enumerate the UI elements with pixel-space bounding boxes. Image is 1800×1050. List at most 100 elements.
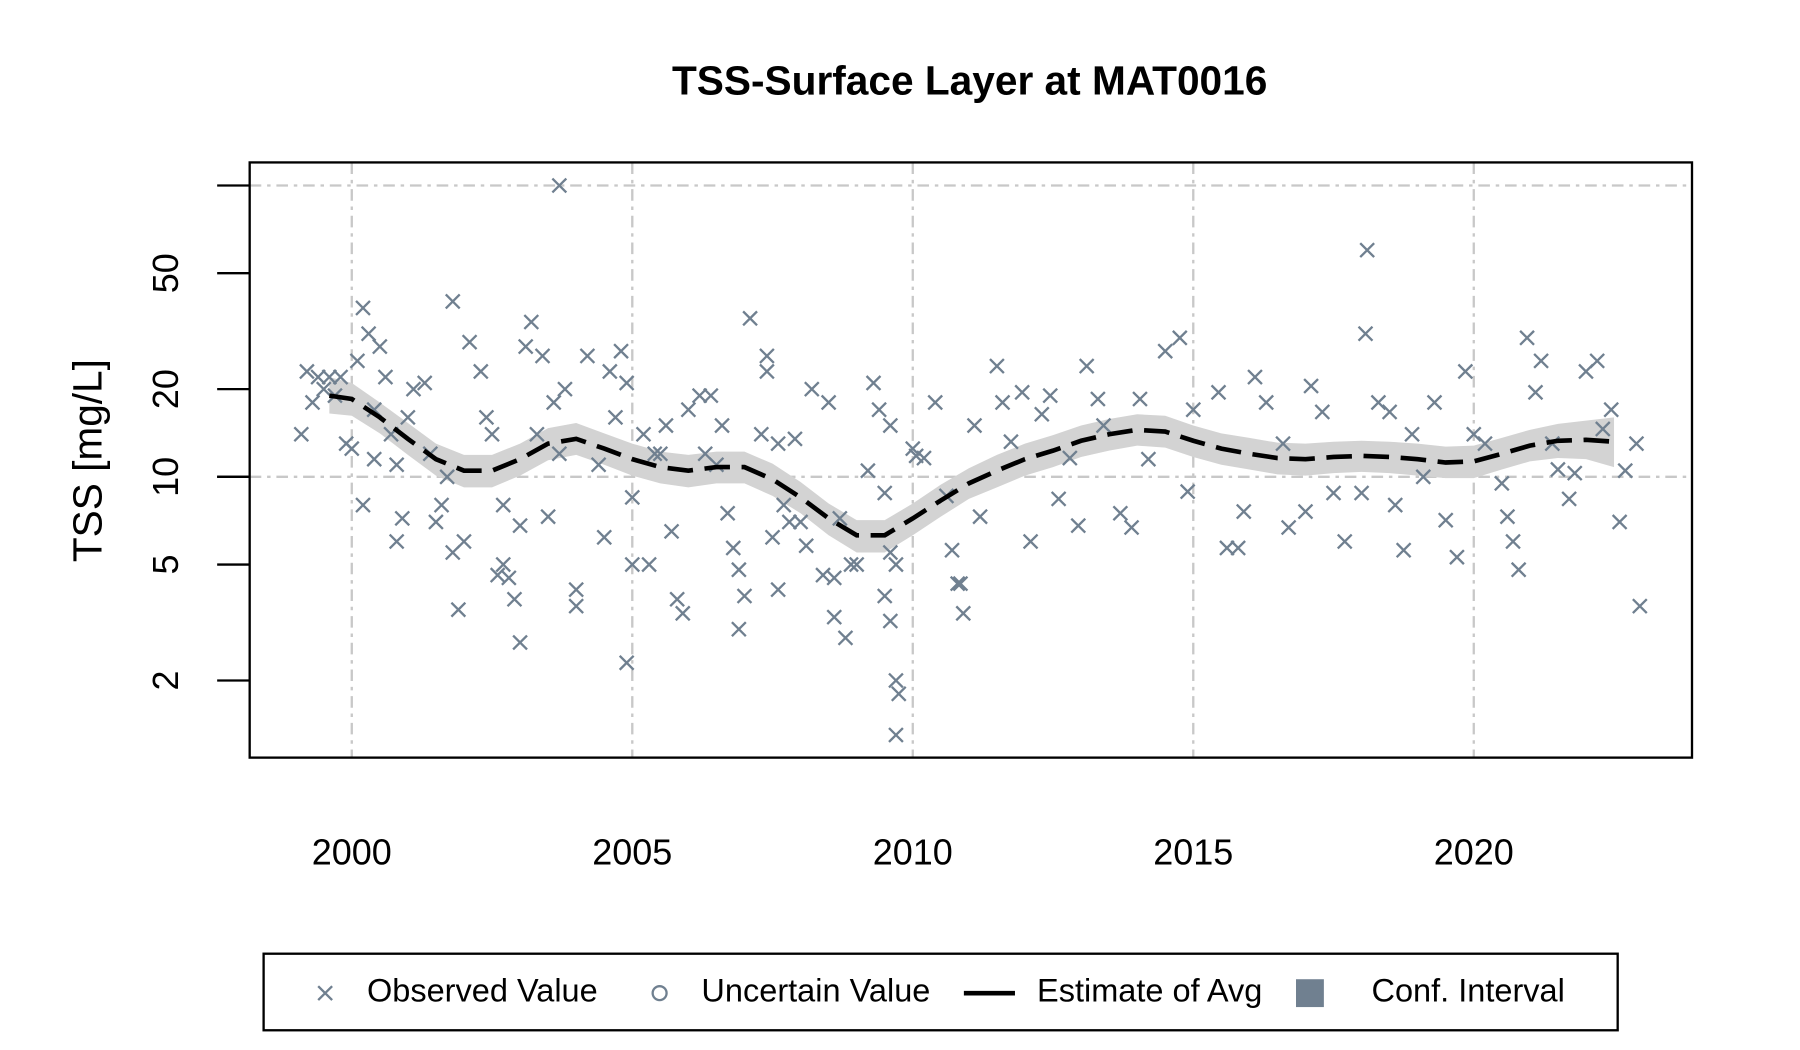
- observed-point: [1589, 353, 1605, 369]
- observed-point: [1062, 450, 1078, 466]
- observed-point: [1617, 462, 1634, 479]
- observed-point: [876, 485, 893, 501]
- observed-point: [736, 588, 753, 604]
- observed-point: [876, 588, 893, 604]
- observed-point: [450, 601, 467, 618]
- observed-point: [1628, 435, 1645, 452]
- observed-point: [848, 556, 865, 573]
- observed-point: [731, 561, 747, 578]
- observed-point: [1499, 508, 1516, 525]
- y-tick-label: 20: [145, 369, 186, 409]
- observed-point: [332, 369, 349, 385]
- observed-point: [545, 394, 562, 411]
- observed-point: [355, 300, 371, 316]
- observed-point: [865, 375, 882, 391]
- x-tick-label: 2005: [592, 832, 672, 873]
- observed-point: [1172, 330, 1188, 346]
- observed-point: [416, 375, 433, 391]
- confidence-band: [329, 377, 1615, 553]
- observed-point: [506, 591, 523, 608]
- observed-point: [882, 544, 899, 561]
- observed-point: [1527, 384, 1544, 401]
- observed-point: [321, 369, 338, 385]
- x-tick-label: 2010: [873, 832, 953, 873]
- observed-point: [888, 672, 904, 689]
- observed-point: [618, 375, 635, 391]
- observed-point: [433, 497, 450, 513]
- observed-point: [1505, 533, 1521, 550]
- observed-point: [952, 575, 969, 592]
- observed-point: [1465, 426, 1482, 443]
- observed-point: [624, 556, 641, 573]
- observed-point: [1611, 514, 1628, 530]
- observed-point: [1095, 417, 1112, 434]
- observed-point: [658, 417, 674, 434]
- observed-point: [534, 348, 551, 364]
- observed-point: [1185, 401, 1202, 418]
- observed-point: [1070, 517, 1087, 534]
- observed-point: [770, 581, 786, 598]
- legend-label: Estimate of Avg: [1037, 973, 1262, 1009]
- observed-point: [1297, 503, 1314, 520]
- observed-point: [792, 514, 809, 530]
- observed-point: [815, 567, 831, 583]
- observed-point: [1404, 426, 1420, 443]
- observed-point: [1359, 242, 1375, 258]
- observed-point: [635, 426, 652, 443]
- estimate-line: [328, 393, 1615, 538]
- observed-point: [394, 510, 411, 527]
- observed-point: [579, 348, 596, 364]
- observed-point: [310, 369, 326, 385]
- observed-point: [512, 634, 528, 651]
- observed-point: [1280, 519, 1297, 536]
- observed-point: [703, 387, 719, 404]
- observed-point: [641, 556, 657, 573]
- observed-point: [731, 621, 747, 637]
- observed-point: [714, 417, 730, 434]
- observed-point: [1210, 384, 1227, 401]
- observed-point: [1157, 343, 1174, 359]
- observed-point: [540, 508, 556, 525]
- observed-point: [1381, 404, 1398, 420]
- chart-title: TSS-Surface Layer at MAT0016: [672, 57, 1267, 103]
- observed-point: [388, 533, 405, 550]
- x-tick-label: 2020: [1434, 832, 1514, 873]
- x-tick-label: 2015: [1153, 832, 1233, 873]
- observed-point: [804, 381, 820, 397]
- observed-point: [596, 529, 613, 546]
- observed-point: [826, 570, 843, 586]
- observed-point: [439, 469, 455, 485]
- legend-marker: [651, 985, 668, 1002]
- observed-point: [663, 523, 680, 540]
- observed-point: [1230, 540, 1246, 556]
- observed-point: [517, 338, 534, 355]
- observed-point: [646, 445, 663, 462]
- observed-point: [1370, 394, 1387, 411]
- legend-label: Observed Value: [367, 973, 598, 1009]
- observed-point: [989, 358, 1005, 374]
- observed-point: [966, 417, 983, 434]
- y-axis-label: TSS [mg/L]: [64, 359, 110, 562]
- observed-point: [820, 394, 837, 411]
- observed-point: [1353, 485, 1370, 501]
- plot-frame: [248, 161, 1694, 759]
- observed-point: [388, 456, 405, 473]
- observed-point: [349, 353, 366, 369]
- observed-point: [1449, 549, 1465, 565]
- line-layer: [328, 393, 1615, 538]
- observed-point: [1275, 435, 1291, 452]
- observed-point: [1140, 451, 1157, 467]
- observed-point: [888, 556, 904, 573]
- observed-point: [1632, 598, 1648, 614]
- observed-point: [759, 363, 775, 380]
- observed-point: [1303, 378, 1319, 394]
- observed-point: [489, 567, 506, 583]
- observed-point: [1561, 491, 1577, 507]
- observed-point: [618, 655, 635, 671]
- observed-point: [343, 440, 360, 457]
- observed-point: [1034, 406, 1050, 423]
- observed-point: [843, 556, 859, 573]
- observed-point: [1219, 540, 1235, 556]
- observed-point: [495, 556, 512, 573]
